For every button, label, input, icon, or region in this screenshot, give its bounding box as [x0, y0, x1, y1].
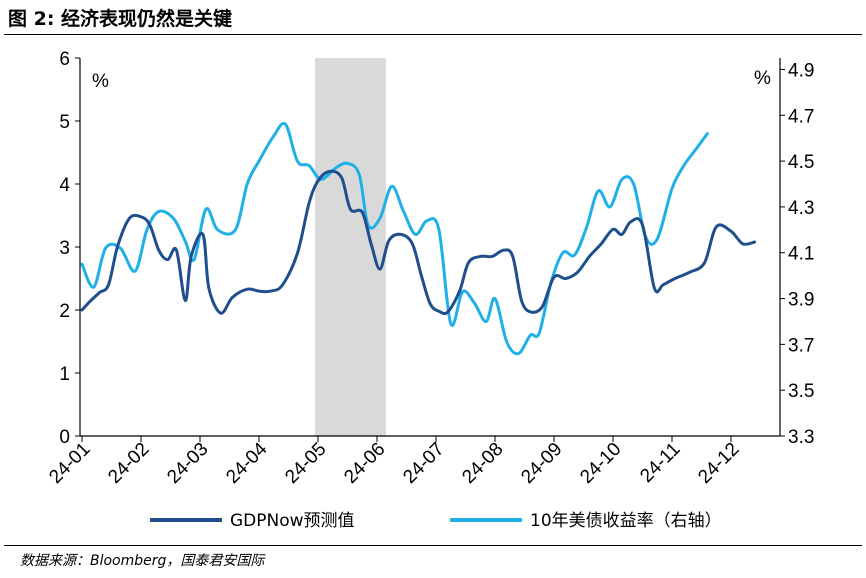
series-lines [80, 121, 757, 356]
figure-title: 图 2: 经济表现仍然是关键 [8, 8, 233, 30]
right-tick-label: 4.7 [788, 106, 814, 127]
plot-frame [79, 58, 781, 437]
line-chart: 0 1 2 3 4 5 6 3.3 3.5 3.7 3.9 4.1 4.3 4.5 4.7 4.9 24-0… [45, 49, 814, 531]
x-axis-ticks: 24-01 24-02 24-03 24-04 24-05 24-06 24-07 24-08… [45, 436, 744, 488]
x-tick-label: 24-06 [340, 439, 389, 488]
left-tick-label: 5 [59, 112, 70, 133]
right-tick-label: 4.5 [788, 152, 814, 173]
x-tick-label: 24-02 [104, 439, 153, 488]
legend-label-treasury: 10年美债收益率（右轴） [530, 511, 722, 531]
series-line-treasury-10y [80, 121, 709, 356]
legend: GDPNow预测值 10年美债收益率（右轴） [150, 511, 722, 531]
source-note: 数据来源：Bloomberg，国泰君安国际 [20, 553, 265, 569]
source-rule [4, 545, 862, 546]
x-tick-label: 24-11 [636, 439, 684, 487]
legend-label-gdpnow: GDPNow预测值 [230, 511, 355, 531]
x-tick-label: 24-12 [694, 439, 743, 488]
right-tick-label: 3.5 [788, 381, 814, 402]
x-tick-label: 24-10 [576, 439, 625, 488]
left-tick-label: 6 [59, 49, 70, 70]
right-axis-ticks: 3.3 3.5 3.7 3.9 4.1 4.3 4.5 4.7 4.9 [780, 60, 814, 448]
series-line-gdpnow [80, 169, 757, 316]
right-tick-label: 3.3 [788, 427, 814, 448]
x-tick-label: 24-03 [163, 439, 212, 488]
left-tick-label: 2 [59, 301, 70, 322]
right-tick-label: 4.3 [788, 198, 814, 219]
title-rule [4, 34, 862, 35]
highlight-shaded-region [315, 58, 386, 436]
right-axis-unit: % [754, 68, 771, 89]
right-tick-label: 4.1 [788, 244, 814, 265]
right-tick-label: 3.9 [788, 290, 814, 311]
left-tick-label: 0 [59, 427, 70, 448]
left-axis-unit: % [92, 71, 109, 92]
x-tick-label: 24-04 [222, 438, 272, 488]
x-tick-label: 24-08 [458, 439, 507, 488]
x-tick-label: 24-07 [399, 439, 448, 488]
left-tick-label: 4 [59, 175, 70, 196]
x-tick-label: 24-05 [281, 439, 330, 488]
left-tick-label: 1 [59, 364, 70, 385]
x-tick-label: 24-09 [517, 439, 566, 488]
left-tick-label: 3 [59, 238, 70, 259]
right-tick-label: 4.9 [788, 60, 814, 81]
left-axis-ticks: 0 1 2 3 4 5 6 [59, 49, 80, 448]
right-tick-label: 3.7 [788, 335, 814, 356]
